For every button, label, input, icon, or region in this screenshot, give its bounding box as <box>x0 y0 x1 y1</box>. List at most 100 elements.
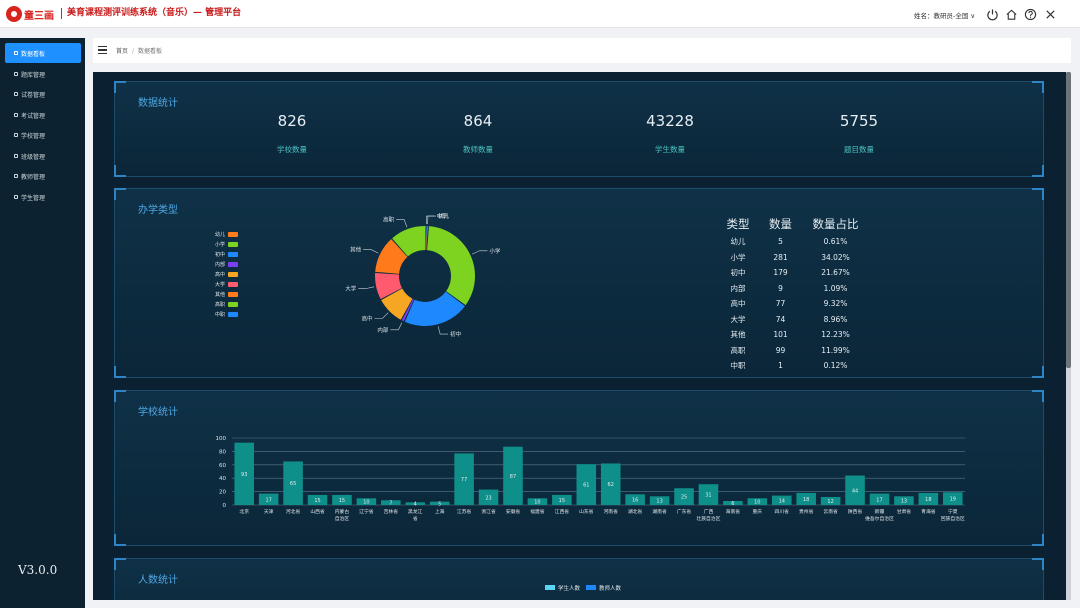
power-icon[interactable] <box>986 8 999 21</box>
stat-students: 43228 学生数量 <box>610 112 730 155</box>
sidebar-item-classes[interactable]: 班级管理 <box>5 146 81 166</box>
sidebar-item-papers[interactable]: 试卷管理 <box>5 84 81 104</box>
pie-label: 小学 <box>489 247 501 255</box>
table-row: 小学 281 34.02% <box>718 250 878 266</box>
bar-value-label: 17 <box>876 497 882 503</box>
bar[interactable] <box>527 498 548 505</box>
sidebar-item-dashboard[interactable]: 数据看板 <box>5 43 81 63</box>
bar[interactable] <box>258 493 279 505</box>
bar[interactable] <box>796 492 816 505</box>
legend-item[interactable]: 内部 <box>215 261 239 268</box>
student-icon <box>14 195 18 199</box>
bar[interactable] <box>723 500 743 505</box>
help-icon[interactable] <box>1024 8 1037 21</box>
x-tick-label: 山西省 <box>310 508 325 515</box>
bar[interactable] <box>625 494 645 505</box>
sidebar-item-question-bank[interactable]: 题库管理 <box>5 64 81 84</box>
x-tick-label: 浙江省 <box>481 508 496 515</box>
bar[interactable] <box>429 501 450 505</box>
bar[interactable] <box>552 494 572 505</box>
pie-slice[interactable] <box>427 226 475 306</box>
user-menu[interactable]: 姓名：教研员-全国 ∨ <box>914 12 976 20</box>
menu-toggle-icon[interactable] <box>98 46 107 54</box>
bar[interactable] <box>478 489 499 505</box>
bar[interactable] <box>356 498 377 505</box>
x-tick-label: 四川省 <box>775 508 790 515</box>
bar[interactable] <box>234 442 254 505</box>
bar[interactable] <box>674 488 694 505</box>
stat-label: 题目数量 <box>844 145 874 154</box>
pie-slice[interactable] <box>404 291 465 326</box>
pie-slice[interactable] <box>375 239 408 274</box>
bar[interactable] <box>894 496 914 505</box>
pie-slice[interactable] <box>426 226 428 251</box>
table-cell: 高中 <box>730 299 746 309</box>
sidebar-item-label: 题库管理 <box>21 71 46 79</box>
close-icon[interactable] <box>1044 8 1057 21</box>
pie-slice[interactable] <box>425 226 427 251</box>
legend-item[interactable]: 大学 <box>215 281 239 288</box>
legend-item[interactable]: 小学 <box>215 241 239 248</box>
bar[interactable] <box>307 494 328 505</box>
pie-slice[interactable] <box>375 273 402 300</box>
pie-slice[interactable] <box>381 288 413 320</box>
bar[interactable] <box>454 453 474 505</box>
sidebar-item-schools[interactable]: 学校管理 <box>5 125 81 145</box>
bar[interactable] <box>381 500 401 505</box>
legend-item[interactable]: 初中 <box>215 251 239 258</box>
legend-label: 内部 <box>215 262 226 268</box>
pie-slice[interactable] <box>401 299 414 322</box>
pie-label-line <box>358 286 375 289</box>
bar-value-label: 10 <box>363 500 369 506</box>
legend-item[interactable]: 幼儿 <box>215 231 239 238</box>
home-icon[interactable] <box>1005 8 1018 21</box>
sidebar-item-exams[interactable]: 考试管理 <box>5 105 81 125</box>
breadcrumb-home[interactable]: 首页 <box>116 48 129 55</box>
bar-value-label: 15 <box>559 498 565 504</box>
sidebar-item-teachers[interactable]: 教师管理 <box>5 166 81 186</box>
pie-label-line <box>390 322 403 331</box>
bar[interactable] <box>918 492 939 505</box>
table-cell: 0.12% <box>823 361 848 371</box>
legend-item[interactable]: 中职 <box>215 311 239 318</box>
logo-text: 童三画 <box>24 10 54 22</box>
breadcrumb-current: 数据看板 <box>138 48 163 55</box>
school-stats-title: 学校统计 <box>138 407 178 418</box>
bar[interactable] <box>820 496 841 505</box>
exam-icon <box>14 113 18 117</box>
bar[interactable] <box>576 464 597 505</box>
bar[interactable] <box>405 502 426 505</box>
table-row: 高职 99 11.99% <box>718 343 878 359</box>
bar[interactable] <box>649 496 670 505</box>
x-tick-label: 海南省 <box>726 508 741 515</box>
scrollbar-thumb[interactable] <box>1066 72 1071 368</box>
bar[interactable] <box>943 492 963 505</box>
bar[interactable] <box>698 484 719 505</box>
legend-label: 初中 <box>215 252 226 258</box>
bar[interactable] <box>869 493 890 505</box>
bar[interactable] <box>600 463 621 505</box>
legend-item[interactable]: 高中 <box>215 271 239 278</box>
bar[interactable] <box>845 475 865 505</box>
scrollbar[interactable] <box>1066 72 1071 600</box>
table-row: 内部 9 1.09% <box>718 281 878 297</box>
x-tick-label: 云南省 <box>823 508 838 515</box>
legend-label: 其他 <box>215 292 226 298</box>
x-tick-label: 内蒙古 <box>335 508 350 515</box>
legend-swatch <box>228 232 239 237</box>
x-tick-label: 维吾尔自治区 <box>865 515 894 522</box>
stat-value: 864 <box>463 112 493 130</box>
bar[interactable] <box>771 495 792 505</box>
x-tick-label: 新疆 <box>875 508 885 515</box>
legend-item[interactable]: 其他 <box>215 291 239 298</box>
pie-label: 幼儿 <box>438 212 450 220</box>
bar[interactable] <box>283 461 303 505</box>
legend-item[interactable]: 高职 <box>215 301 239 308</box>
bar[interactable] <box>747 498 768 505</box>
pie-slice[interactable] <box>392 226 426 257</box>
table-cell: 初中 <box>730 268 746 278</box>
sidebar-item-students[interactable]: 学生管理 <box>5 187 81 207</box>
legend-swatch <box>228 292 239 297</box>
bar[interactable] <box>332 494 352 505</box>
bar[interactable] <box>503 446 523 505</box>
